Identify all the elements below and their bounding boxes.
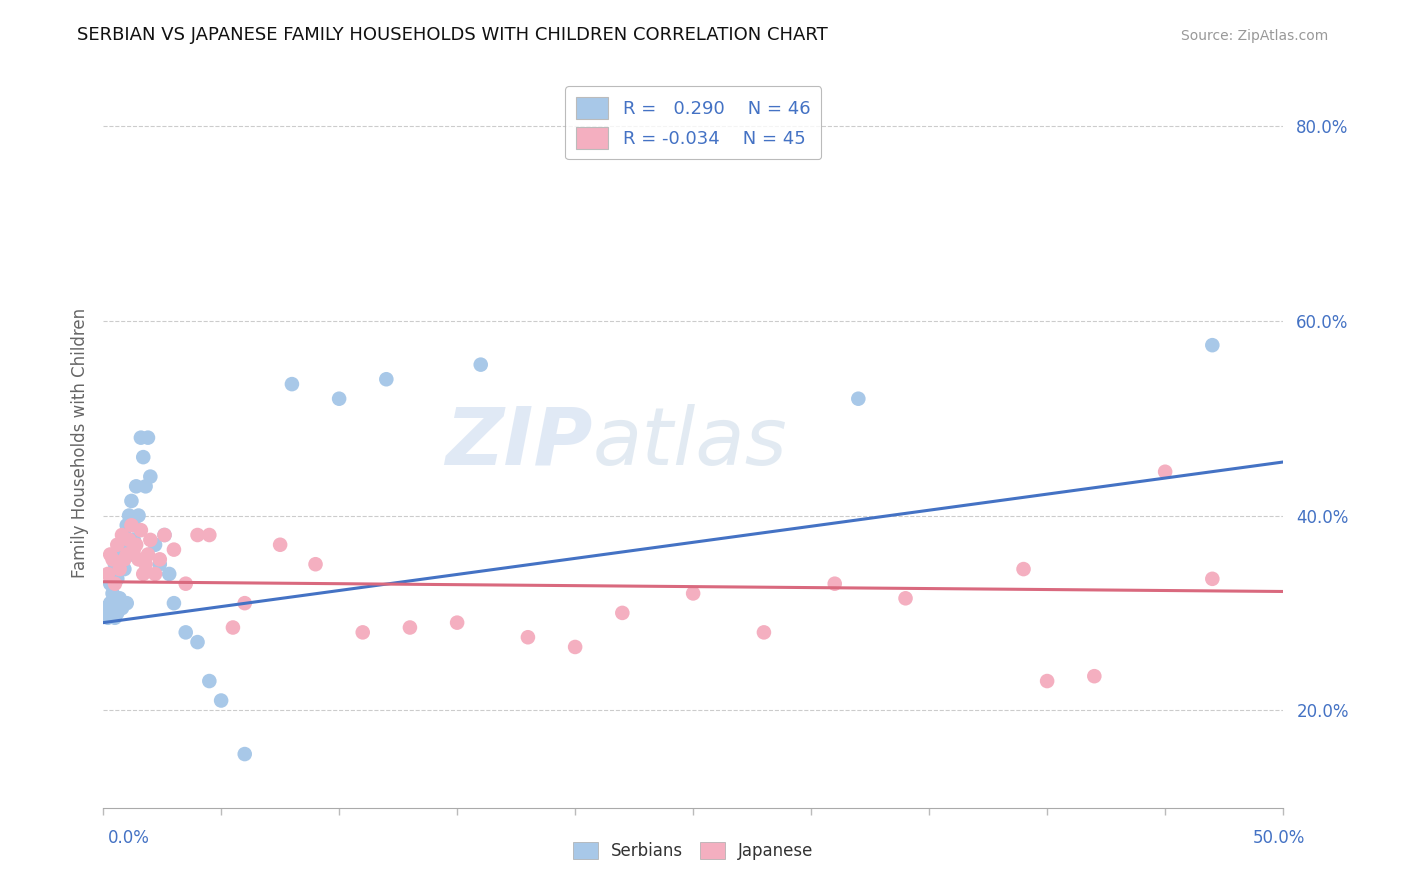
Point <box>304 558 326 572</box>
Point <box>132 566 155 581</box>
Point <box>198 674 221 689</box>
Point <box>1201 572 1223 586</box>
Point <box>132 450 155 464</box>
Point <box>153 528 176 542</box>
Point <box>129 431 152 445</box>
Point <box>118 508 141 523</box>
Point <box>222 620 245 634</box>
Point <box>375 372 398 386</box>
Point <box>564 640 586 654</box>
Point <box>98 548 121 562</box>
Point <box>824 576 846 591</box>
Point <box>281 377 304 392</box>
Point <box>157 566 180 581</box>
Point <box>98 596 121 610</box>
Point <box>112 528 135 542</box>
Text: Source: ZipAtlas.com: Source: ZipAtlas.com <box>1181 29 1329 43</box>
Point <box>118 533 141 547</box>
Point <box>111 528 134 542</box>
Point <box>399 620 422 634</box>
Point <box>752 625 775 640</box>
Point <box>1201 338 1223 352</box>
Point <box>125 479 148 493</box>
Point <box>186 528 208 542</box>
Point <box>682 586 704 600</box>
Point <box>446 615 468 630</box>
Point <box>149 558 172 572</box>
Point <box>1036 674 1059 689</box>
Point <box>129 523 152 537</box>
Text: SERBIAN VS JAPANESE FAMILY HOUSEHOLDS WITH CHILDREN CORRELATION CHART: SERBIAN VS JAPANESE FAMILY HOUSEHOLDS WI… <box>77 26 828 44</box>
Point <box>105 606 128 620</box>
Point <box>97 611 120 625</box>
Text: 0.0%: 0.0% <box>108 829 150 847</box>
Point <box>94 601 117 615</box>
Point <box>115 518 138 533</box>
Point <box>139 469 162 483</box>
Legend: R =   0.290    N = 46, R = -0.034    N = 45: R = 0.290 N = 46, R = -0.034 N = 45 <box>565 87 821 160</box>
Point <box>163 542 186 557</box>
Point <box>108 591 131 606</box>
Point <box>233 596 256 610</box>
Point <box>153 528 176 542</box>
Point <box>894 591 917 606</box>
Point <box>122 518 145 533</box>
Point <box>174 625 197 640</box>
Point <box>163 596 186 610</box>
Point <box>198 528 221 542</box>
Point <box>115 596 138 610</box>
Point <box>186 635 208 649</box>
Point <box>269 538 291 552</box>
Point <box>1012 562 1035 576</box>
Point <box>108 562 131 576</box>
Point <box>612 606 634 620</box>
Text: ZIP: ZIP <box>446 403 593 482</box>
Point <box>104 611 127 625</box>
Point <box>97 566 120 581</box>
Point <box>209 693 232 707</box>
Text: atlas: atlas <box>593 403 787 482</box>
Point <box>328 392 350 406</box>
Point <box>135 479 157 493</box>
Point <box>149 552 172 566</box>
Point <box>104 576 127 591</box>
Point <box>120 518 142 533</box>
Point <box>115 548 138 562</box>
Y-axis label: Family Households with Children: Family Households with Children <box>72 308 89 578</box>
Point <box>1154 465 1177 479</box>
Point <box>105 572 128 586</box>
Point <box>143 566 166 581</box>
Text: 50.0%: 50.0% <box>1253 829 1305 847</box>
Point <box>111 538 134 552</box>
Point <box>120 494 142 508</box>
Point <box>233 747 256 761</box>
Point <box>105 538 128 552</box>
Point <box>120 548 142 562</box>
Point <box>135 558 157 572</box>
Point <box>101 586 124 600</box>
Point <box>174 576 197 591</box>
Point <box>352 625 374 640</box>
Point <box>1083 669 1105 683</box>
Point <box>128 552 150 566</box>
Point <box>143 538 166 552</box>
Point <box>136 431 159 445</box>
Point <box>101 566 124 581</box>
Point <box>846 392 869 406</box>
Point <box>128 508 150 523</box>
Point <box>125 538 148 552</box>
Point <box>112 562 135 576</box>
Point <box>98 576 121 591</box>
Point <box>122 542 145 557</box>
Point <box>111 601 134 615</box>
Point <box>136 548 159 562</box>
Point <box>108 548 131 562</box>
Point <box>516 630 538 644</box>
Point <box>101 552 124 566</box>
Point <box>112 552 135 566</box>
Point <box>122 533 145 547</box>
Point <box>139 533 162 547</box>
Point <box>104 558 127 572</box>
Point <box>470 358 492 372</box>
